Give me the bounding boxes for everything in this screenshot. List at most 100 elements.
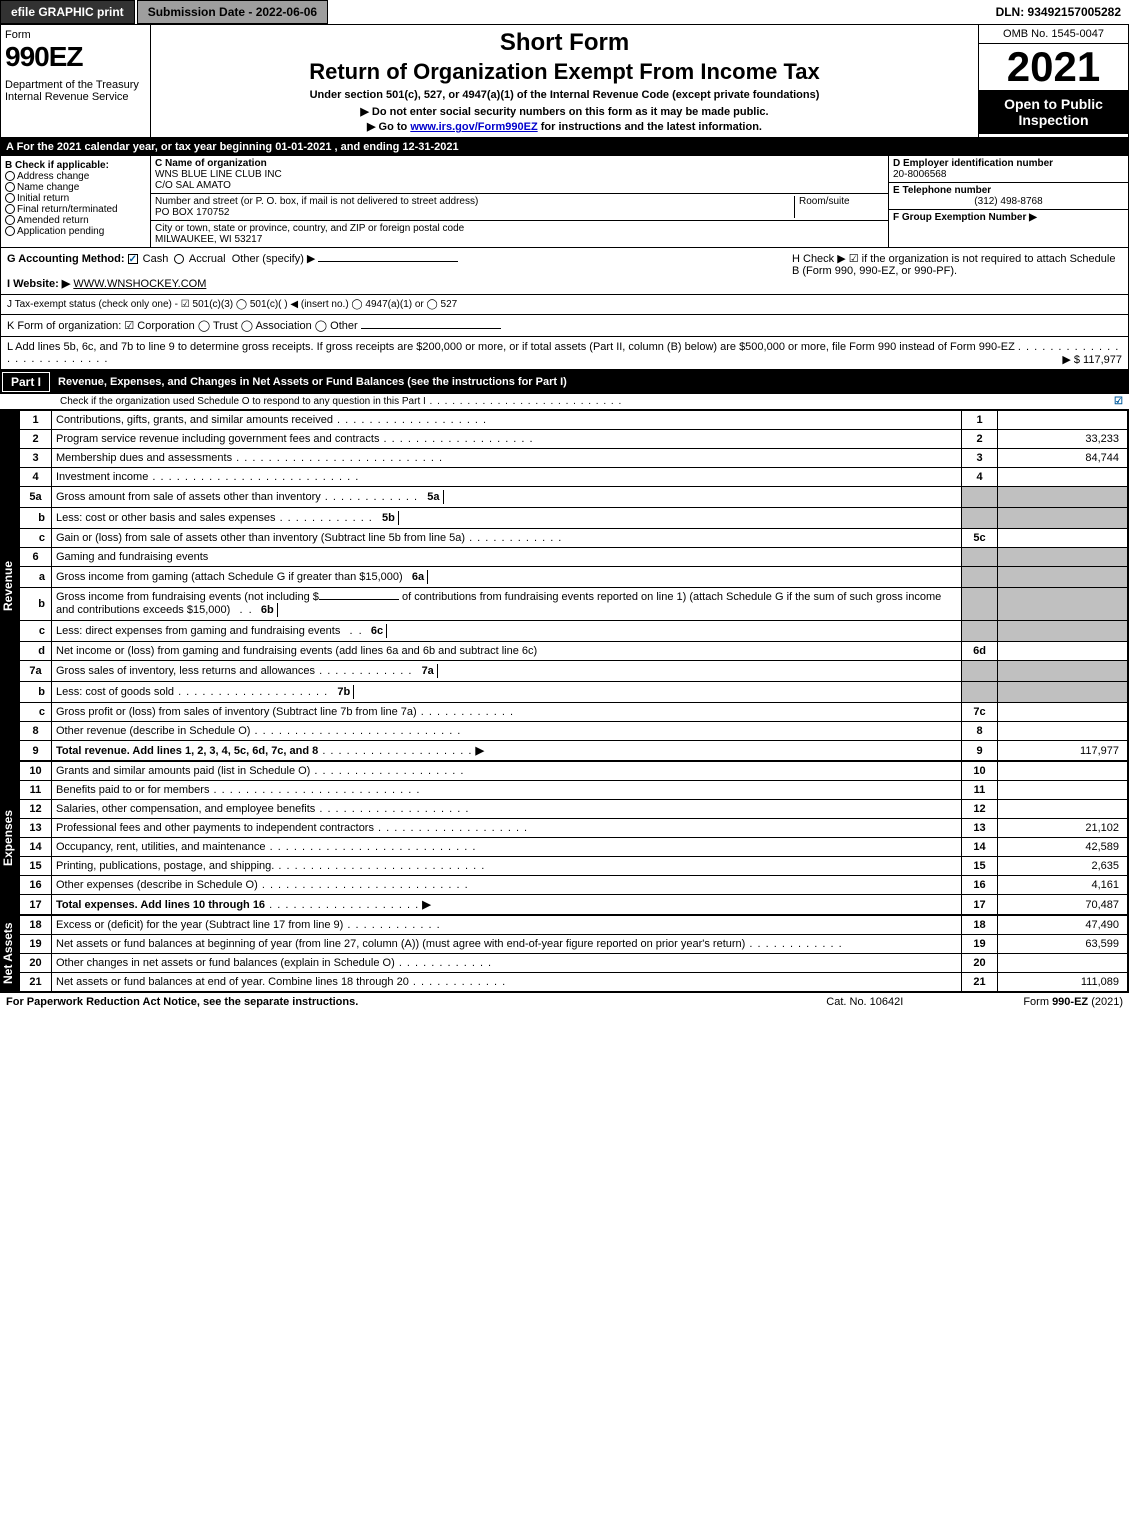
form-title: Return of Organization Exempt From Incom… — [161, 59, 968, 85]
city-value: MILWAUKEE, WI 53217 — [155, 234, 884, 245]
part1-label: Part I — [2, 372, 50, 392]
line-7b: bLess: cost of goods sold 7b — [20, 682, 1128, 703]
dln-number: DLN: 93492157005282 — [988, 1, 1129, 23]
tel-cell: E Telephone number (312) 498-8768 — [889, 183, 1128, 210]
line-14: 14Occupancy, rent, utilities, and mainte… — [20, 838, 1128, 857]
row-l-text: L Add lines 5b, 6c, and 7b to line 9 to … — [7, 341, 1015, 353]
ein-cell: D Employer identification number 20-8006… — [889, 156, 1128, 183]
dept-treasury: Department of the Treasury Internal Reve… — [5, 79, 146, 103]
footer-right: Form 990-EZ (2021) — [1023, 996, 1123, 1008]
chk-final-return[interactable]: Final return/terminated — [5, 204, 146, 215]
netassets-section: Net Assets 18Excess or (deficit) for the… — [0, 915, 1129, 992]
chk-application-pending[interactable]: Application pending — [5, 226, 146, 237]
revenue-section: Revenue 1Contributions, gifts, grants, a… — [0, 410, 1129, 761]
revenue-side-label: Revenue — [1, 410, 19, 761]
form-header-center: Short Form Return of Organization Exempt… — [151, 25, 978, 137]
line-5c: cGain or (loss) from sale of assets othe… — [20, 529, 1128, 548]
line-20: 20Other changes in net assets or fund ba… — [20, 954, 1128, 973]
row-j: J Tax-exempt status (check only one) - ☑… — [0, 295, 1129, 315]
accrual-label: Accrual — [189, 253, 226, 265]
org-name: WNS BLUE LINE CLUB INC — [155, 169, 884, 180]
line-8: 8Other revenue (describe in Schedule O)8 — [20, 722, 1128, 741]
line-6d: dNet income or (loss) from gaming and fu… — [20, 642, 1128, 661]
chk-initial-return[interactable]: Initial return — [5, 193, 146, 204]
col-c-orginfo: C Name of organization WNS BLUE LINE CLU… — [151, 156, 888, 247]
netassets-side-label: Net Assets — [1, 915, 19, 992]
chk-address-change[interactable]: Address change — [5, 171, 146, 182]
line-6b: bGross income from fundraising events (n… — [20, 588, 1128, 621]
group-exempt-cell: F Group Exemption Number ▶ — [889, 210, 1128, 225]
line-6c: cLess: direct expenses from gaming and f… — [20, 621, 1128, 642]
form-subtitle: Under section 501(c), 527, or 4947(a)(1)… — [161, 89, 968, 101]
org-name-label: C Name of organization — [155, 158, 884, 169]
org-name-cell: C Name of organization WNS BLUE LINE CLU… — [151, 156, 888, 194]
other-specify-input[interactable] — [318, 261, 458, 262]
line-21: 21Net assets or fund balances at end of … — [20, 973, 1128, 992]
line-2: 2Program service revenue including gover… — [20, 430, 1128, 449]
col-b-heading: B Check if applicable: — [5, 160, 146, 171]
link-suffix: for instructions and the latest informat… — [538, 121, 762, 133]
addr-row: Number and street (or P. O. box, if mail… — [151, 194, 888, 221]
footer-left: For Paperwork Reduction Act Notice, see … — [6, 996, 358, 1008]
col-b-checkboxes: B Check if applicable: Address change Na… — [1, 156, 151, 247]
omb-number: OMB No. 1545-0047 — [979, 25, 1128, 44]
row-g-label: G Accounting Method: — [7, 253, 125, 265]
form-header: Form 990EZ Department of the Treasury In… — [0, 25, 1129, 138]
addr-value: PO BOX 170752 — [155, 207, 230, 218]
row-l: L Add lines 5b, 6c, and 7b to line 9 to … — [0, 337, 1129, 370]
city-cell: City or town, state or province, country… — [151, 221, 888, 247]
line-17: 17Total expenses. Add lines 10 through 1… — [20, 895, 1128, 915]
form-header-right: OMB No. 1545-0047 2021 Open to Public In… — [978, 25, 1128, 137]
efile-print-button[interactable]: efile GRAPHIC print — [0, 0, 135, 24]
ssn-warning: ▶ Do not enter social security numbers o… — [161, 105, 968, 118]
ein-value: 20-8006568 — [893, 169, 1124, 180]
tel-label: E Telephone number — [893, 185, 1124, 196]
part1-subtitle: Check if the organization used Schedule … — [0, 394, 1129, 410]
line-5b: bLess: cost or other basis and sales exp… — [20, 508, 1128, 529]
tel-value: (312) 498-8768 — [893, 196, 1124, 207]
line-12: 12Salaries, other compensation, and empl… — [20, 800, 1128, 819]
chk-cash[interactable] — [128, 254, 138, 264]
addr-cell: Number and street (or P. O. box, if mail… — [155, 196, 794, 218]
addr-label: Number and street (or P. O. box, if mail… — [155, 196, 478, 207]
line-1: 1Contributions, gifts, grants, and simil… — [20, 411, 1128, 430]
cash-label: Cash — [143, 253, 169, 265]
chk-name-change[interactable]: Name change — [5, 182, 146, 193]
instructions-link-line: ▶ Go to www.irs.gov/Form990EZ for instru… — [161, 120, 968, 133]
part1-check-icon: ☑ — [1114, 396, 1123, 407]
form-label: Form — [5, 29, 146, 41]
footer-center: Cat. No. 10642I — [826, 996, 903, 1008]
submission-date: Submission Date - 2022-06-06 — [137, 0, 328, 24]
irs-link[interactable]: www.irs.gov/Form990EZ — [410, 121, 537, 133]
public-inspection: Open to Public Inspection — [979, 90, 1128, 134]
line-6: 6Gaming and fundraising events — [20, 548, 1128, 567]
part1-title: Revenue, Expenses, and Changes in Net As… — [58, 376, 567, 388]
line-6a: aGross income from gaming (attach Schedu… — [20, 567, 1128, 588]
line-7c: cGross profit or (loss) from sales of in… — [20, 703, 1128, 722]
org-care-of: C/O SAL AMATO — [155, 180, 884, 191]
line-15: 15Printing, publications, postage, and s… — [20, 857, 1128, 876]
netassets-table: 18Excess or (deficit) for the year (Subt… — [19, 915, 1128, 992]
row-h: H Check ▶ ☑ if the organization is not r… — [792, 252, 1122, 277]
line-5a: 5aGross amount from sale of assets other… — [20, 487, 1128, 508]
chk-amended-return[interactable]: Amended return — [5, 215, 146, 226]
chk-accrual[interactable] — [174, 254, 184, 264]
form-header-left: Form 990EZ Department of the Treasury In… — [1, 25, 151, 137]
row-g-h: H Check ▶ ☑ if the organization is not r… — [0, 248, 1129, 295]
revenue-table: 1Contributions, gifts, grants, and simil… — [19, 410, 1128, 761]
header-table: B Check if applicable: Address change Na… — [0, 156, 1129, 248]
website-value[interactable]: WWW.WNSHOCKEY.COM — [73, 278, 206, 290]
city-label: City or town, state or province, country… — [155, 223, 884, 234]
row-i: I Website: ▶ WWW.WNSHOCKEY.COM — [7, 277, 1122, 290]
line-9: 9Total revenue. Add lines 1, 2, 3, 4, 5c… — [20, 741, 1128, 761]
line-18: 18Excess or (deficit) for the year (Subt… — [20, 916, 1128, 935]
line-7a: 7aGross sales of inventory, less returns… — [20, 661, 1128, 682]
other-label: Other (specify) ▶ — [232, 253, 316, 265]
expenses-side-label: Expenses — [1, 761, 19, 915]
line-3: 3Membership dues and assessments384,744 — [20, 449, 1128, 468]
other-org-input[interactable] — [361, 328, 501, 329]
link-prefix: ▶ Go to — [367, 121, 410, 133]
line-19: 19Net assets or fund balances at beginni… — [20, 935, 1128, 954]
row-l-amount: ▶ $ 117,977 — [1062, 353, 1122, 366]
line-11: 11Benefits paid to or for members11 — [20, 781, 1128, 800]
